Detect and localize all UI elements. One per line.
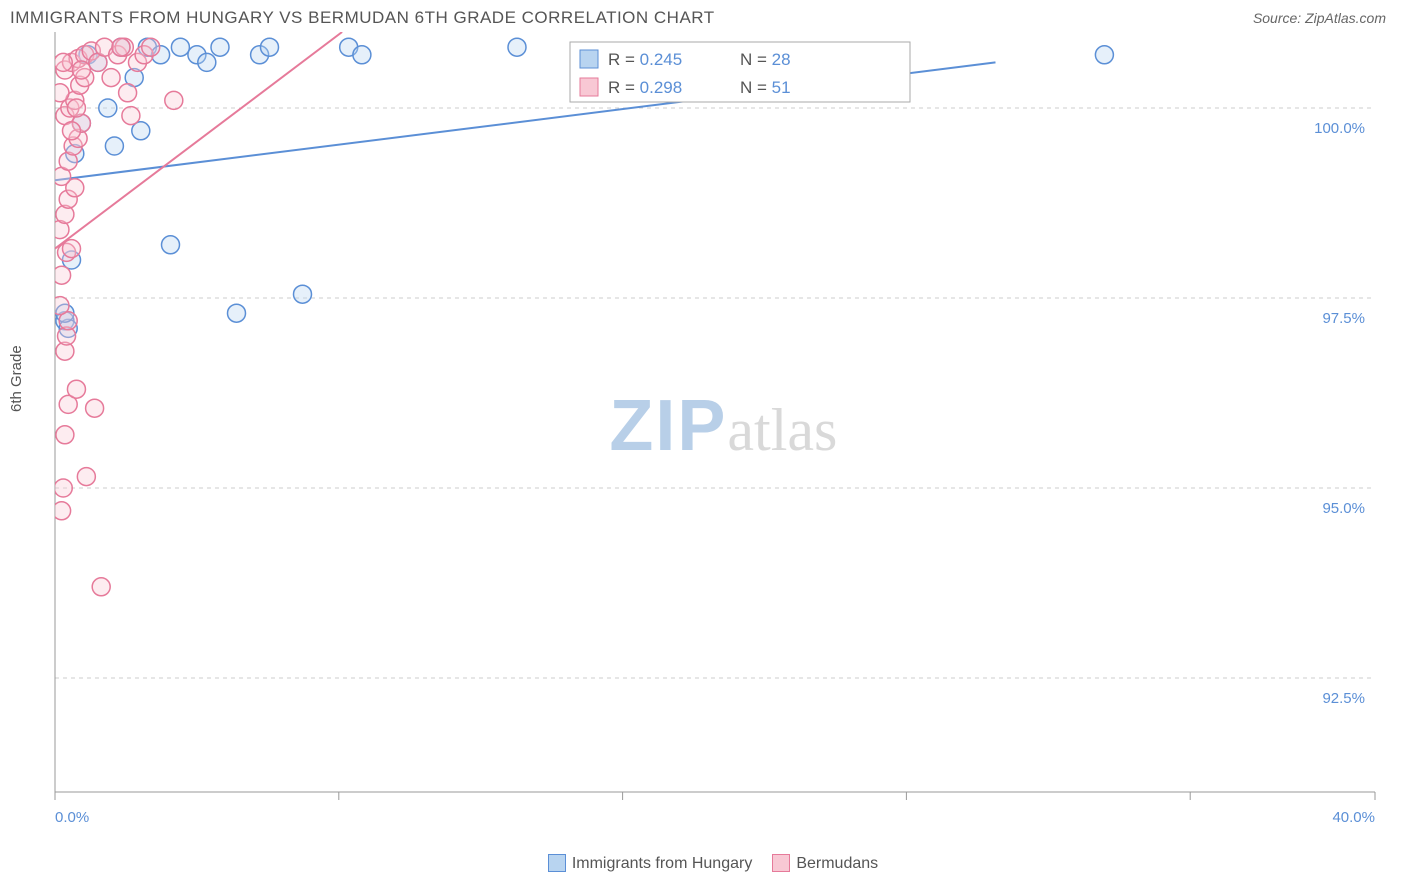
scatter-chart: 100.0% 97.5% 95.0% 92.5% ZIPatlas 0.0% 40.0% R …	[10, 32, 1396, 832]
x-tick-label: 40.0%	[1332, 809, 1375, 826]
legend-stat: R = 0.298	[608, 78, 682, 97]
legend-label: Immigrants from Hungary	[572, 855, 753, 872]
data-point	[63, 122, 81, 140]
data-point	[53, 502, 71, 520]
data-point	[294, 285, 312, 303]
data-point	[228, 304, 246, 322]
data-point	[142, 38, 160, 56]
data-point	[77, 468, 95, 486]
y-tick-label: 97.5%	[1322, 310, 1365, 327]
source-label: Source: ZipAtlas.com	[1253, 10, 1386, 26]
x-tick-label: 0.0%	[55, 809, 89, 826]
data-point	[54, 479, 72, 497]
data-point	[67, 99, 85, 117]
legend-label: Bermudans	[796, 855, 878, 872]
chart-container: 6th Grade 100.0% 97.5% 95.0% 92.5% ZIPatlas 0…	[10, 32, 1396, 832]
chart-title: IMMIGRANTS FROM HUNGARY VS BERMUDAN 6TH …	[10, 8, 715, 28]
legend-swatch	[580, 50, 598, 68]
data-point	[86, 399, 104, 417]
y-tick-label: 100.0%	[1314, 120, 1365, 137]
data-point	[51, 84, 69, 102]
data-point	[102, 69, 120, 87]
data-point	[171, 38, 189, 56]
legend-swatch	[772, 854, 790, 872]
data-point	[1095, 46, 1113, 64]
data-point	[51, 297, 69, 315]
legend-stat: N = 51	[740, 78, 791, 97]
data-point	[198, 53, 216, 71]
data-point	[162, 236, 180, 254]
legend-stat: N = 28	[740, 50, 791, 69]
data-point	[56, 426, 74, 444]
data-point	[92, 578, 110, 596]
legend-swatch	[548, 854, 566, 872]
data-point	[54, 53, 72, 71]
data-point	[119, 84, 137, 102]
data-point	[72, 61, 90, 79]
footer-legend: Immigrants from Hungary Bermudans	[0, 854, 1406, 874]
y-tick-label: 95.0%	[1322, 500, 1365, 517]
data-point	[165, 91, 183, 109]
data-point	[112, 38, 130, 56]
legend-stat: R = 0.245	[608, 50, 682, 69]
y-axis-label: 6th Grade	[8, 345, 25, 412]
data-point	[99, 99, 117, 117]
legend-swatch	[580, 78, 598, 96]
data-point	[353, 46, 371, 64]
data-point	[508, 38, 526, 56]
data-point	[63, 240, 81, 258]
data-point	[67, 380, 85, 398]
data-point	[53, 266, 71, 284]
data-point	[122, 107, 140, 125]
data-point	[211, 38, 229, 56]
data-point	[261, 38, 279, 56]
data-point	[105, 137, 123, 155]
y-tick-label: 92.5%	[1322, 690, 1365, 707]
watermark: ZIPatlas	[609, 386, 837, 466]
